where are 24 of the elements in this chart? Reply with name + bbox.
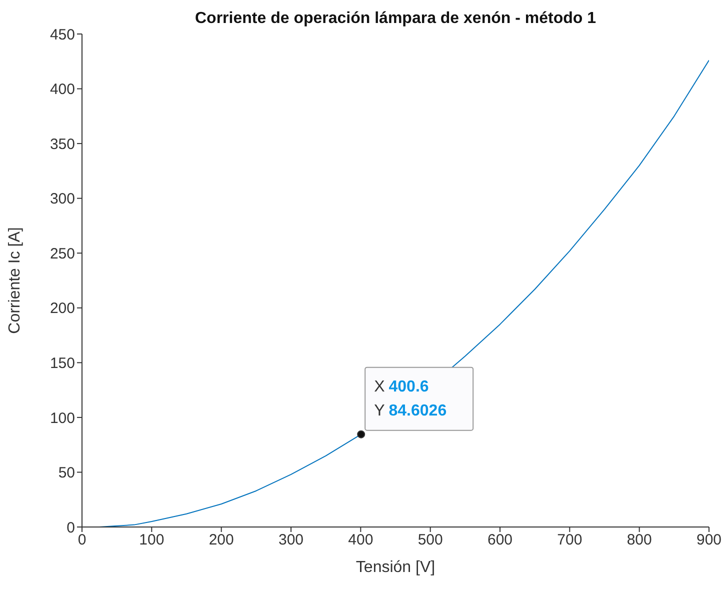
annotation: X 400.6 Y 84.6026 — [374, 378, 447, 420]
x-tick-label: 200 — [208, 532, 234, 549]
y-axis-title: Corriente Ic [A] — [6, 227, 24, 334]
x-tick-label: 900 — [696, 532, 722, 549]
y-tick-label: 250 — [50, 245, 75, 262]
y-tick-label: 300 — [50, 190, 75, 208]
x-tick-label: 600 — [487, 532, 513, 549]
y-tick-label: 100 — [50, 410, 75, 427]
x-axis-title: Tensión [V] — [356, 559, 436, 576]
x-tick-label: 300 — [278, 532, 304, 549]
x-tick-label: 100 — [139, 532, 164, 549]
x-tick-label: 0 — [78, 532, 86, 549]
x-tick-label: 700 — [557, 532, 582, 549]
y-tick-label: 0 — [66, 519, 75, 536]
y-tick-label: 450 — [50, 26, 75, 44]
y-tick-label: 50 — [58, 464, 75, 482]
x-tick-label: 400 — [348, 532, 374, 549]
y-tick-label: 150 — [50, 354, 75, 372]
x-tick-label: 800 — [626, 532, 652, 549]
chart-title: Corriente de operación lámpara de xenón - método 1 — [194, 10, 597, 28]
y-tick-label: 350 — [50, 136, 75, 153]
x-tick-label: 500 — [418, 532, 443, 549]
y-tick-label: 400 — [50, 81, 75, 98]
y-tick-label: 200 — [50, 300, 75, 318]
